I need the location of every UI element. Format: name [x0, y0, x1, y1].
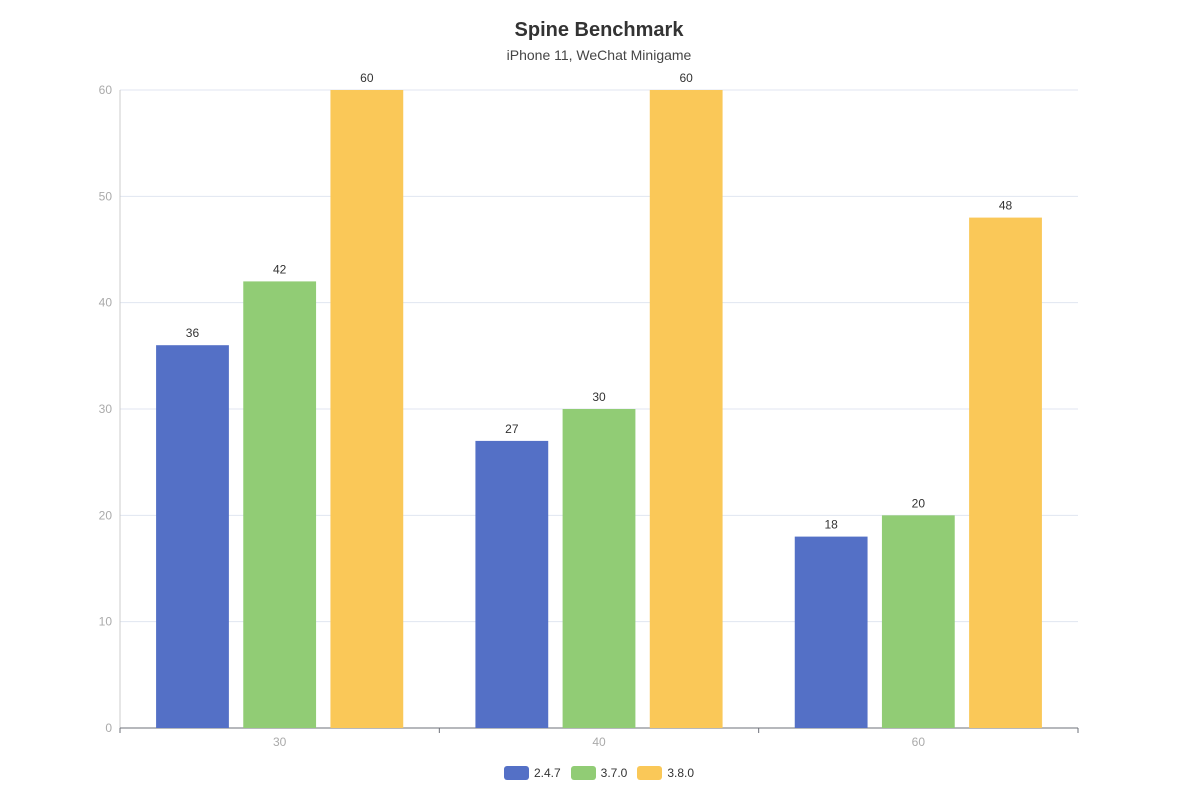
bar[interactable] — [330, 90, 404, 728]
y-tick-label: 20 — [99, 508, 113, 522]
chart-subtitle: iPhone 11, WeChat Minigame — [506, 47, 692, 63]
x-tick-label: 30 — [273, 735, 287, 749]
bar-value-label: 27 — [505, 422, 519, 436]
bar[interactable] — [794, 536, 868, 728]
y-tick-label: 60 — [99, 83, 113, 97]
x-tick-label: 40 — [592, 735, 606, 749]
legend-item[interactable]: 3.7.0 — [570, 766, 628, 780]
bar[interactable] — [881, 515, 955, 728]
bar[interactable] — [649, 90, 723, 728]
bar-value-label: 20 — [912, 496, 926, 510]
legend-item[interactable]: 2.4.7 — [503, 766, 561, 780]
legend-swatch — [570, 766, 596, 780]
legend-label: 3.8.0 — [667, 766, 695, 780]
bar[interactable] — [562, 409, 636, 728]
y-tick-label: 50 — [99, 189, 113, 203]
bar-value-label: 48 — [999, 199, 1013, 213]
bar-value-label: 42 — [273, 262, 287, 276]
y-tick-label: 40 — [99, 296, 113, 310]
bar[interactable] — [969, 217, 1042, 728]
y-tick-label: 30 — [99, 402, 113, 416]
y-tick-label: 10 — [99, 615, 113, 629]
legend-label: 2.4.7 — [533, 766, 561, 780]
bar-value-label: 36 — [186, 326, 200, 340]
bar-value-label: 60 — [360, 71, 374, 85]
bar-value-label: 60 — [679, 71, 693, 85]
chart-title: Spine Benchmark — [514, 19, 684, 41]
bar-value-label: 18 — [824, 518, 838, 532]
bar[interactable] — [156, 345, 229, 728]
legend-item[interactable]: 3.8.0 — [637, 766, 694, 780]
x-tick-label: 60 — [912, 735, 926, 749]
legend-swatch — [637, 766, 663, 780]
legend-swatch — [503, 766, 529, 780]
y-tick-label: 0 — [105, 721, 112, 735]
bar[interactable] — [475, 440, 549, 728]
legend-label: 3.7.0 — [600, 766, 628, 780]
bar-value-label: 30 — [592, 390, 606, 404]
bar[interactable] — [243, 281, 317, 728]
chart-legend: 2.4.7 3.7.0 3.8.0 — [0, 766, 1198, 780]
